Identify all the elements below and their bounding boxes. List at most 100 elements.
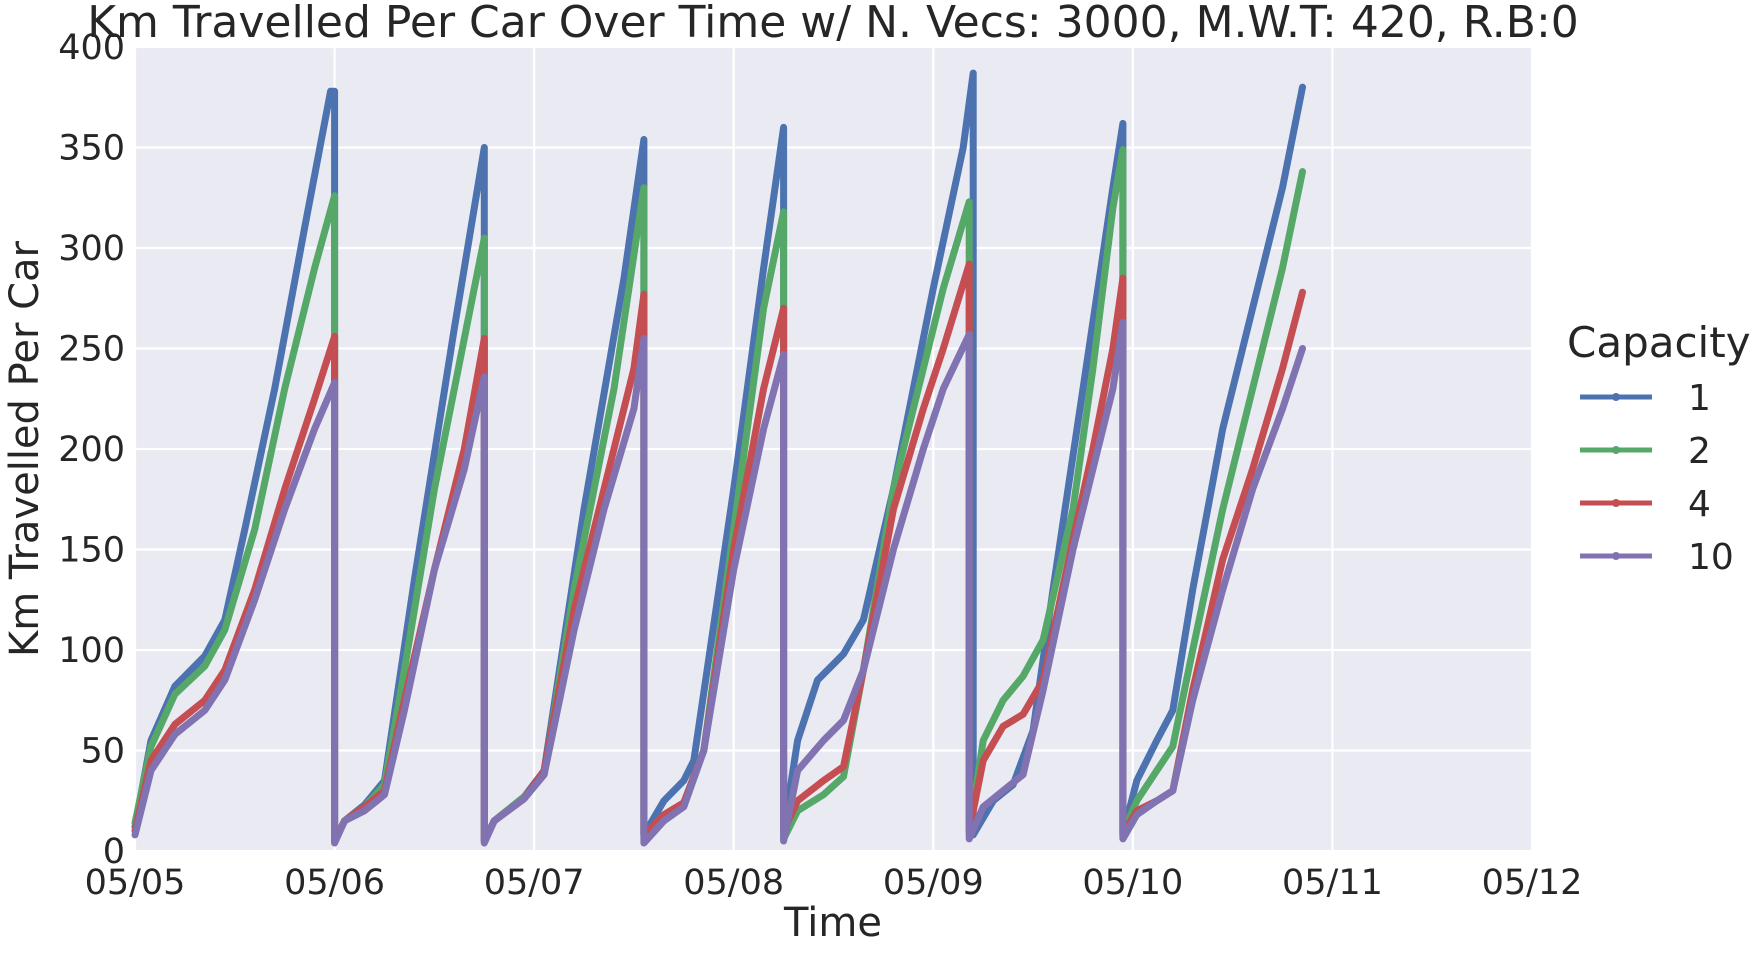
data-point — [1109, 385, 1116, 392]
data-point — [401, 667, 408, 674]
y-axis-label: Km Travelled Per Car — [2, 240, 48, 657]
data-point — [780, 351, 787, 358]
y-tick-label: 350 — [58, 129, 125, 169]
data-point — [1070, 506, 1076, 513]
data-point — [780, 124, 787, 131]
data-point — [581, 506, 587, 513]
data-point — [814, 677, 821, 684]
x-tick-label: 05/07 — [484, 863, 585, 903]
y-tick-label: 300 — [58, 229, 125, 269]
y-tick-label: 250 — [58, 330, 125, 370]
data-point — [1153, 767, 1160, 774]
data-point — [171, 691, 178, 698]
data-point — [966, 198, 973, 205]
y-tick-label: 200 — [58, 430, 125, 470]
data-point — [680, 777, 687, 784]
legend-label-10: 10 — [1688, 537, 1734, 578]
y-tick-label: 100 — [58, 631, 125, 671]
data-point — [1279, 184, 1286, 191]
data-point — [1189, 586, 1196, 593]
data-point — [730, 566, 737, 573]
data-point — [481, 373, 488, 380]
data-point — [890, 486, 897, 493]
data-point — [640, 335, 647, 342]
data-point — [171, 683, 178, 690]
data-point — [840, 773, 847, 780]
x-tick-label: 05/12 — [1482, 863, 1583, 903]
data-point — [1080, 385, 1086, 392]
data-point — [1299, 289, 1306, 296]
x-tick-label: 05/08 — [683, 863, 784, 903]
data-point — [760, 425, 767, 432]
legend-label-4: 4 — [1688, 484, 1711, 525]
y-tick-labels: 0 50 100 150 200 250 300 350 400 — [58, 28, 125, 872]
data-point — [331, 333, 338, 340]
data-point — [171, 731, 178, 738]
data-point — [281, 486, 288, 493]
data-point — [640, 184, 647, 191]
data-point — [840, 763, 847, 770]
data-point — [1249, 305, 1256, 312]
data-point — [960, 144, 967, 151]
data-point — [611, 385, 617, 392]
data-point — [481, 335, 488, 342]
data-point — [361, 807, 368, 814]
data-point — [221, 626, 228, 633]
data-point — [1219, 556, 1226, 563]
data-point — [760, 385, 767, 392]
data-point — [1133, 811, 1140, 818]
data-point — [521, 795, 528, 802]
data-point — [1279, 265, 1286, 272]
data-point — [281, 506, 288, 513]
data-point — [401, 707, 408, 714]
data-point — [840, 651, 847, 657]
data-point — [980, 803, 987, 810]
data-point — [311, 395, 318, 402]
data-point — [431, 486, 438, 493]
data-point — [1219, 586, 1226, 593]
data-point — [241, 526, 248, 533]
data-point — [930, 285, 937, 292]
data-point — [331, 840, 338, 846]
data-point — [331, 192, 338, 199]
y-tick-label: 400 — [58, 28, 125, 68]
data-point — [541, 771, 548, 778]
legend-marker-4 — [1612, 499, 1620, 507]
data-point — [1089, 466, 1096, 473]
data-point — [601, 486, 607, 493]
data-point — [311, 425, 318, 432]
data-point — [1133, 797, 1140, 804]
data-point — [1040, 637, 1047, 643]
data-point — [970, 70, 977, 77]
data-point — [451, 325, 458, 332]
data-point — [1299, 345, 1306, 352]
data-point — [1089, 365, 1096, 372]
data-point — [760, 265, 767, 272]
data-point — [601, 506, 607, 513]
data-point — [1249, 466, 1256, 473]
data-point — [1119, 835, 1126, 842]
data-point — [301, 224, 308, 231]
data-point — [920, 365, 927, 372]
data-point — [341, 817, 348, 824]
chart-title: Km Travelled Per Car Over Time w/ N. Vec… — [87, 0, 1579, 48]
data-point — [471, 285, 478, 292]
data-point — [680, 803, 687, 810]
data-point — [1020, 771, 1027, 778]
data-point — [1249, 486, 1256, 493]
data-point — [780, 208, 787, 215]
data-point — [1040, 687, 1047, 694]
data-point — [1169, 743, 1176, 750]
data-point — [1109, 345, 1116, 352]
data-point — [1000, 787, 1007, 794]
data-point — [1299, 84, 1306, 91]
y-tick-label: 0 — [103, 832, 125, 872]
data-point — [221, 677, 228, 684]
data-point — [281, 385, 288, 392]
x-axis-label: Time — [783, 900, 882, 946]
data-point — [820, 777, 827, 784]
legend: Capacity 1 2 4 10 — [1567, 318, 1751, 578]
data-point — [640, 840, 647, 846]
data-point — [1133, 777, 1140, 784]
y-tick-label: 150 — [58, 531, 125, 571]
